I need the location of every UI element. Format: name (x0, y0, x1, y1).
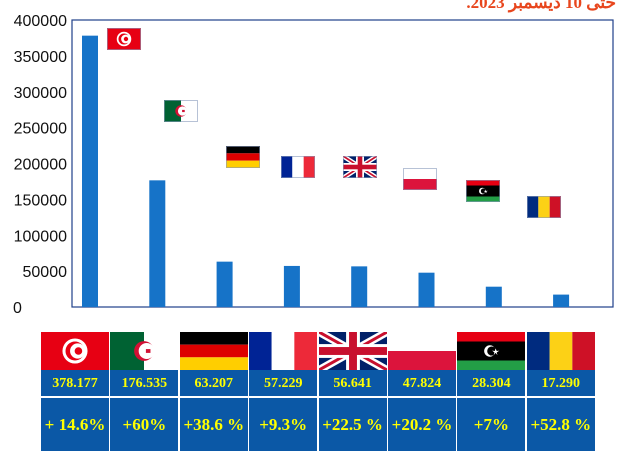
romania-flag-icon (527, 196, 561, 218)
row-divider (526, 396, 595, 398)
bars (82, 35, 570, 307)
uk-flag-icon (343, 156, 377, 178)
algeria-flag-cell (110, 332, 179, 370)
row-divider (110, 396, 179, 398)
value-cell: 47.824 (402, 376, 442, 391)
bar-romania (553, 294, 570, 307)
row-divider (388, 396, 456, 398)
change-cell: +38.6 % (183, 414, 245, 434)
libya-flag-cell (457, 332, 526, 370)
germany-flag-cell (179, 332, 248, 370)
table-column: 47.824 +20.2 % (388, 332, 456, 451)
table-column: 56.641 +22.5 % (318, 332, 387, 451)
germany-flag-icon (179, 332, 248, 370)
bar-poland (418, 272, 435, 307)
algeria-flag-icon (164, 100, 198, 122)
bar-france (283, 265, 300, 307)
y-tick-label: 350000 (14, 49, 67, 66)
libya-flag-icon (457, 332, 526, 370)
france-flag-cell (249, 332, 318, 370)
poland-flag-icon (388, 332, 456, 370)
france-flag-icon (249, 332, 318, 370)
table-column: 57.229 +9.3% (249, 332, 318, 451)
value-cell: 56.641 (333, 376, 372, 391)
plot-frame (71, 19, 614, 308)
change-cell: +60% (122, 414, 167, 434)
table-column: 28.304 +7% (457, 332, 526, 451)
row-divider (249, 396, 318, 398)
bar-libya (485, 286, 502, 307)
y-tick-label: 300000 (14, 85, 67, 102)
value-cell: 57.229 (263, 376, 303, 391)
bar-united-kingdom (351, 266, 368, 307)
stats-table: 378.177 + 14.6% 176.535 +60% 63.207 +38.6 % 57… (41, 332, 595, 451)
change-cell: +9.3% (259, 414, 308, 434)
change-cell: +20.2 % (391, 414, 453, 434)
row-divider (179, 396, 248, 398)
table-column: 176.535 +60% (110, 332, 179, 451)
romania-flag-icon (526, 332, 595, 370)
y-tick-label: 50000 (23, 264, 68, 281)
y-axis-ticks: 0 50000 100000 150000 200000 250000 300000 3500… (13, 13, 67, 315)
y-tick-label: 150000 (14, 192, 67, 209)
row-divider (41, 396, 109, 398)
value-cell: 176.535 (121, 376, 168, 391)
libya-flag-icon (466, 180, 500, 202)
uk-flag-cell (318, 332, 387, 370)
value-cell: 63.207 (194, 376, 234, 391)
tunisia-flag-cell (41, 332, 109, 370)
change-cell: +52.8 % (530, 414, 592, 434)
table-column: 17.290 +52.8 % (526, 332, 595, 451)
table-column: 378.177 + 14.6% (41, 332, 109, 451)
y-tick-label: 400000 (14, 13, 67, 30)
value-cell: 17.290 (541, 376, 581, 391)
bar-algeria (149, 180, 166, 307)
tunisia-flag-icon (41, 332, 109, 370)
header-title: حتى 10 ديسمبر 2023. (466, 0, 616, 12)
france-flag-icon (281, 156, 315, 178)
bar-germany (216, 261, 233, 307)
algeria-flag-icon (110, 332, 179, 370)
change-cell: +7% (473, 414, 509, 434)
uk-flag-icon (318, 332, 387, 370)
row-divider (318, 396, 387, 398)
change-cell: +22.5 % (322, 414, 383, 434)
germany-flag-icon (226, 146, 260, 168)
poland-flag-cell (388, 332, 456, 370)
bar-tunisia (82, 35, 98, 307)
romania-flag-cell (526, 332, 595, 370)
y-tick-label: 200000 (14, 157, 67, 174)
y-tick-label: 100000 (14, 228, 67, 245)
change-cell: + 14.6% (44, 414, 106, 434)
header-strip: حتى 10 ديسمبر 2023. (0, 0, 630, 14)
y-tick-label: 250000 (14, 121, 67, 138)
table-column: 63.207 +38.6 % (179, 332, 248, 451)
y-tick-label: 0 (13, 300, 22, 315)
value-cell: 28.304 (472, 376, 511, 391)
value-cell: 378.177 (52, 376, 98, 391)
row-divider (457, 396, 526, 398)
tunisia-flag-icon (107, 28, 141, 50)
poland-flag-icon (403, 168, 437, 190)
bar-chart: 0 50000 100000 150000 200000 250000 300000 3500… (13, 13, 614, 315)
